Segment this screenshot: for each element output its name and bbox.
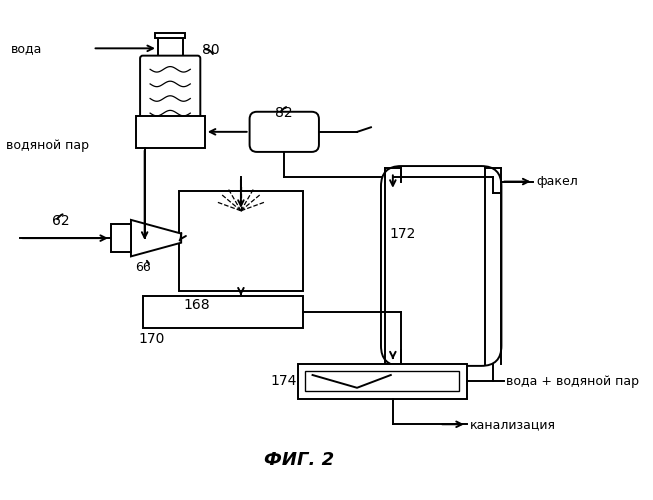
Bar — [143, 296, 302, 328]
Text: вода: вода — [10, 42, 42, 55]
Text: 66: 66 — [136, 261, 151, 274]
Bar — [298, 364, 467, 398]
Bar — [111, 224, 131, 252]
Text: 174: 174 — [270, 374, 297, 388]
FancyBboxPatch shape — [381, 166, 502, 366]
Text: ФИГ. 2: ФИГ. 2 — [264, 451, 334, 469]
Text: вода + водяной пар: вода + водяной пар — [506, 375, 639, 388]
FancyBboxPatch shape — [249, 112, 319, 152]
Text: 168: 168 — [184, 298, 210, 312]
Text: 82: 82 — [275, 106, 293, 120]
Bar — [155, 33, 185, 38]
Text: 62: 62 — [52, 214, 69, 228]
Text: водяной пар: водяной пар — [6, 139, 89, 152]
Text: факел: факел — [536, 175, 578, 188]
Bar — [180, 190, 302, 291]
Bar — [136, 116, 205, 148]
FancyBboxPatch shape — [140, 56, 200, 118]
Text: 170: 170 — [138, 332, 165, 346]
Polygon shape — [131, 220, 181, 256]
Text: 80: 80 — [202, 43, 220, 57]
Bar — [158, 38, 183, 58]
Text: 172: 172 — [389, 227, 415, 241]
Bar — [305, 372, 460, 392]
Text: канализация: канализация — [470, 418, 556, 431]
